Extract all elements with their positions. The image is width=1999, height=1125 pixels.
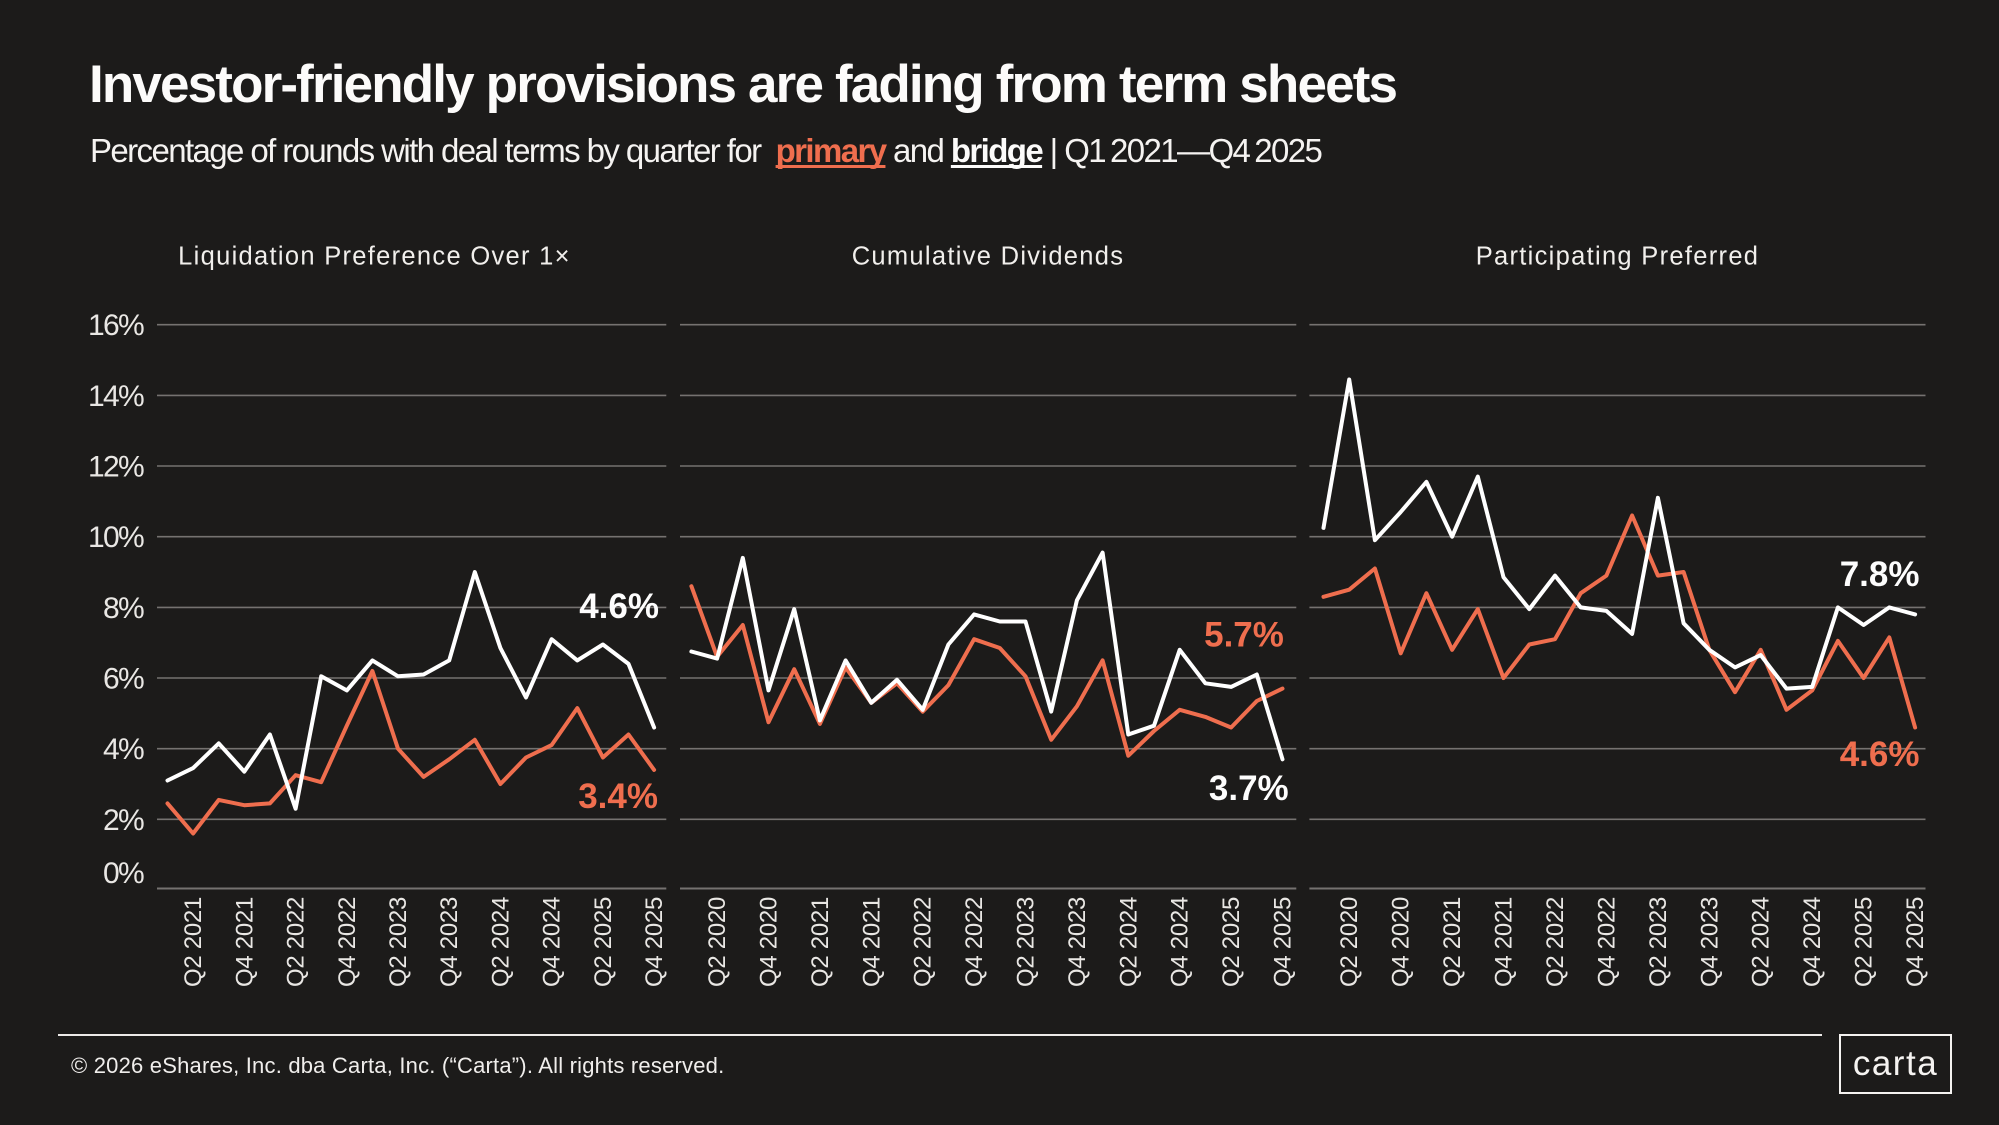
svg-text:10%: 10% [88,521,144,554]
svg-text:Q2 2025: Q2 2025 [590,897,617,987]
svg-text:Q2 2022: Q2 2022 [283,897,310,987]
svg-text:Q2 2021: Q2 2021 [180,897,207,987]
svg-text:Q4 2022: Q4 2022 [961,897,988,987]
svg-text:Q4 2025: Q4 2025 [1902,897,1929,987]
svg-text:7.8%: 7.8% [1840,555,1920,594]
svg-text:0%: 0% [103,857,144,890]
svg-text:Q4 2023: Q4 2023 [1696,897,1723,987]
svg-text:Q2 2020: Q2 2020 [1336,897,1363,987]
svg-text:Q4 2021: Q4 2021 [858,897,885,987]
svg-text:8%: 8% [103,592,144,625]
svg-text:Q4 2020: Q4 2020 [756,897,783,987]
svg-text:Participating Preferred: Participating Preferred [1476,243,1760,271]
svg-text:Q2 2024: Q2 2024 [1748,897,1775,987]
svg-text:Q4 2025: Q4 2025 [1270,897,1297,987]
svg-text:Q2 2025: Q2 2025 [1851,897,1878,987]
svg-text:Q4 2024: Q4 2024 [1799,897,1826,987]
svg-text:Q2 2024: Q2 2024 [1115,897,1142,987]
svg-text:Q2 2022: Q2 2022 [910,897,937,987]
svg-text:4.6%: 4.6% [579,587,659,626]
svg-text:Q2 2023: Q2 2023 [1013,897,1040,987]
svg-text:Cumulative Dividends: Cumulative Dividends [852,243,1125,271]
svg-text:4.6%: 4.6% [1840,735,1920,774]
svg-text:Q2 2023: Q2 2023 [385,897,412,987]
svg-text:Q4 2024: Q4 2024 [539,897,566,987]
svg-text:3.4%: 3.4% [578,777,658,816]
svg-text:Q4 2020: Q4 2020 [1388,897,1415,987]
svg-text:Q4 2024: Q4 2024 [1167,897,1194,987]
svg-text:Q4 2021: Q4 2021 [1491,897,1518,987]
svg-text:Q4 2023: Q4 2023 [436,897,463,987]
svg-text:2%: 2% [103,804,144,837]
svg-text:Q4 2023: Q4 2023 [1064,897,1091,987]
svg-text:12%: 12% [88,451,144,484]
svg-text:Q2 2022: Q2 2022 [1542,897,1569,987]
svg-text:Q2 2025: Q2 2025 [1218,897,1245,987]
svg-text:Q4 2022: Q4 2022 [1593,897,1620,987]
svg-text:Q2 2021: Q2 2021 [807,897,834,987]
svg-text:14%: 14% [88,380,144,413]
svg-text:6%: 6% [103,663,144,696]
svg-text:Q2 2021: Q2 2021 [1439,897,1466,987]
svg-text:Q4 2021: Q4 2021 [231,897,258,987]
svg-text:5.7%: 5.7% [1204,616,1284,655]
svg-text:Q2 2024: Q2 2024 [487,897,514,987]
svg-text:Q4 2025: Q4 2025 [641,897,668,987]
svg-text:Q2 2020: Q2 2020 [704,897,731,987]
svg-text:Liquidation Preference Over 1×: Liquidation Preference Over 1× [178,243,571,271]
svg-text:4%: 4% [103,733,144,766]
svg-text:Q4 2022: Q4 2022 [334,897,361,987]
svg-text:16%: 16% [88,309,144,342]
svg-text:Q2 2023: Q2 2023 [1645,897,1672,987]
svg-text:3.7%: 3.7% [1209,769,1289,808]
